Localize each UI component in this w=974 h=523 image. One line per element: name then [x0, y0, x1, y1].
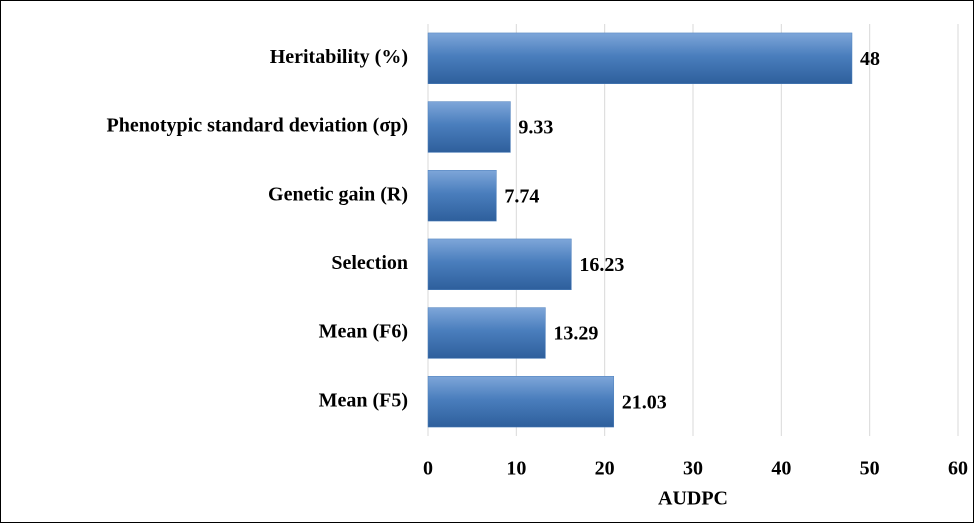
x-tick-label: 50 — [860, 458, 880, 480]
value-label: 21.03 — [622, 391, 667, 413]
bar — [427, 376, 615, 428]
value-label: 9.33 — [518, 117, 553, 139]
y-tick-label: Genetic gain (R) — [268, 183, 408, 205]
x-tick-label: 30 — [683, 458, 703, 480]
y-tick-label: Mean (F5) — [319, 389, 408, 411]
x-tick-label: 20 — [595, 458, 615, 480]
bar — [427, 238, 572, 290]
x-axis-label: AUDPC — [658, 488, 728, 510]
y-tick-label: Phenotypic standard deviation (σp) — [107, 115, 408, 137]
x-tick-label: 10 — [506, 458, 526, 480]
bar — [427, 101, 511, 153]
value-label: 7.74 — [504, 185, 539, 207]
y-tick-label: Heritability (%) — [270, 46, 408, 68]
x-tick-label: 40 — [771, 458, 791, 480]
value-label: 13.29 — [553, 323, 598, 345]
y-tick-label: Selection — [331, 252, 408, 274]
bar — [427, 32, 853, 84]
x-tick-label: 0 — [423, 458, 433, 480]
bar — [427, 170, 497, 222]
bar — [427, 307, 546, 359]
x-tick-label: 60 — [948, 458, 968, 480]
value-label: 16.23 — [579, 254, 624, 276]
value-label: 48 — [860, 48, 880, 70]
y-tick-label: Mean (F6) — [319, 321, 408, 343]
